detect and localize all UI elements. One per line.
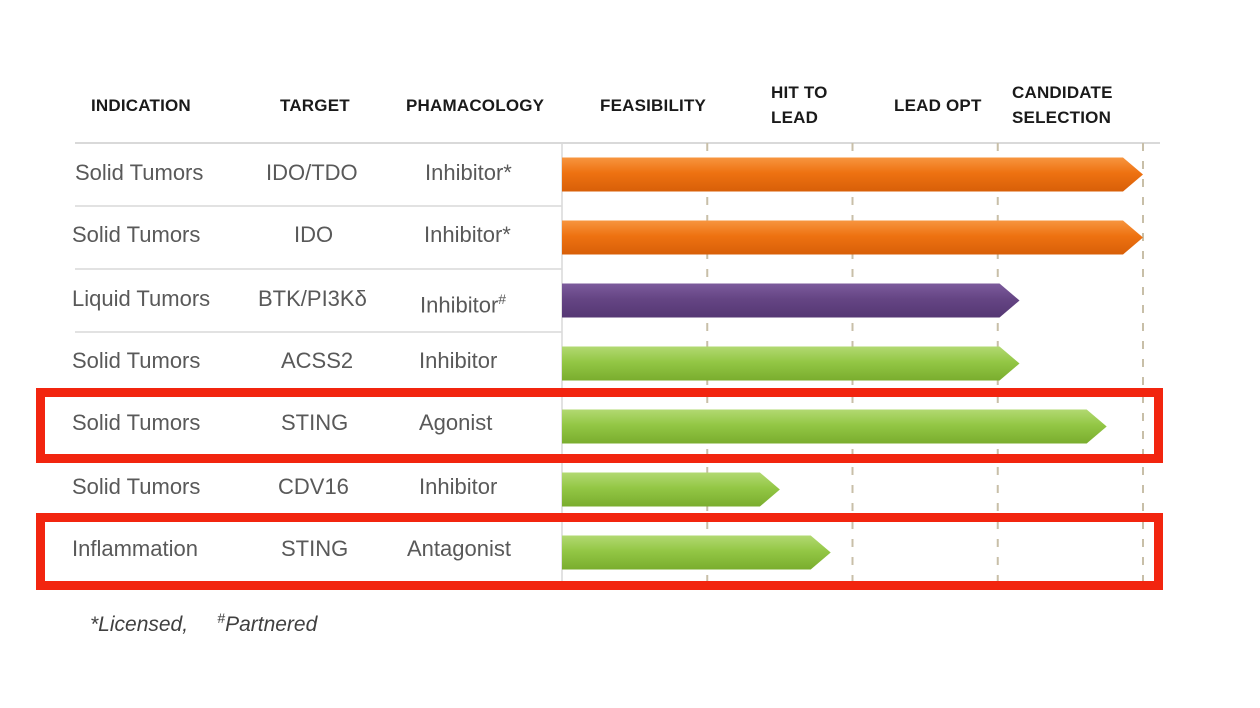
row-0-target: IDO/TDO [266,160,358,185]
row-6-indication: Inflammation [72,536,198,561]
header-target: TARGET [280,96,350,115]
header-pharmacology: PHAMACOLOGY [406,96,545,115]
row-1-pharmacology: Inhibitor* [424,222,511,247]
progress-bar-row-6 [562,535,831,570]
row-0-pharmacology: Inhibitor* [425,160,512,185]
header-candidate-selection: CANDIDATE SELECTION [1012,83,1113,127]
row-5-indication: Solid Tumors [72,474,201,499]
footnote: *Licensed, #Partnered [90,610,317,637]
row-4-pharmacology: Agonist [419,410,493,435]
row-6-pharmacology: Antagonist [407,536,511,561]
header-feasibility: FEASIBILITY [600,96,707,115]
highlight-box-sting-agonist [36,388,1163,463]
highlight-box-sting-antagonist [36,513,1163,590]
row-2-target: BTK/PI3Kδ [258,286,367,311]
row-5-target: CDV16 [278,474,349,499]
progress-bar-row-5 [562,472,780,507]
row-4-target: STING [281,410,349,435]
row-3-pharmacology: Inhibitor [419,348,498,373]
header-lead-opt: LEAD OPT [894,96,982,115]
row-5-pharmacology: Inhibitor [419,474,498,499]
progress-bar-row-2 [562,283,1020,318]
footnote-partnered-mark: # [217,610,226,626]
header-indication: INDICATION [91,96,191,115]
row-4-indication: Solid Tumors [72,410,201,435]
row-3-indication: Solid Tumors [72,348,201,373]
row-3-target: ACSS2 [281,348,354,373]
progress-bar-row-1 [562,220,1143,255]
progress-bar-row-0 [562,157,1143,192]
progress-bar-row-3 [562,346,1020,381]
footnote-licensed: *Licensed, [90,613,189,636]
row-0-indication: Solid Tumors [75,160,204,185]
row-1-indication: Solid Tumors [72,222,201,247]
row-1-target: IDO [294,222,334,247]
header-hit-to-lead: HIT TO LEAD [771,83,828,127]
progress-bar-row-4 [562,409,1107,444]
row-2-pharmacology: Inhibitor# [420,284,506,320]
row-2-indication: Liquid Tumors [72,286,211,311]
row-2-partnered-mark: # [498,291,507,307]
footnote-partnered: Partnered [225,613,318,636]
row-2-pharmacology-text: Inhibitor [420,292,499,318]
row-6-target: STING [281,536,349,561]
